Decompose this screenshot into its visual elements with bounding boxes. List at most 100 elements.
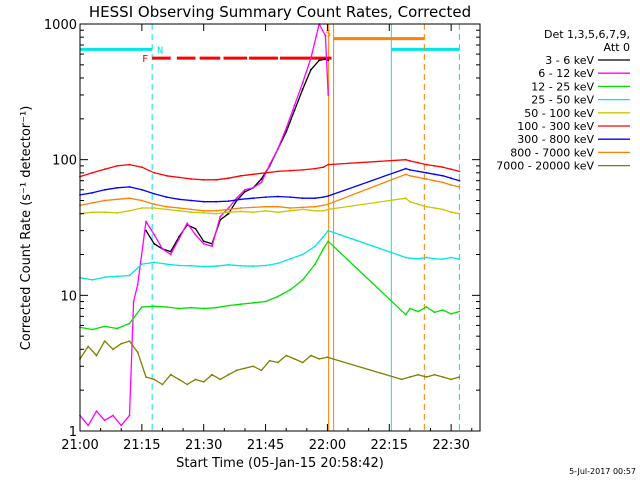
legend-label: 3 - 6 keV	[545, 54, 594, 67]
data-point	[450, 211, 452, 214]
data-point	[244, 190, 246, 193]
data-point	[285, 127, 288, 130]
data-point	[285, 354, 288, 357]
data-point	[239, 207, 242, 209]
data-point	[186, 383, 189, 386]
data-point	[202, 240, 205, 243]
data-point	[95, 354, 98, 357]
data-point	[252, 365, 255, 368]
data-point	[227, 304, 230, 307]
data-point	[239, 174, 242, 177]
data-point	[235, 197, 238, 200]
data-point	[458, 310, 461, 313]
legend-label: 7000 - 20000 keV	[496, 160, 594, 173]
data-point	[252, 197, 255, 200]
data-point	[301, 253, 304, 256]
data-point	[165, 208, 168, 211]
data-point	[227, 200, 230, 203]
data-point	[433, 179, 436, 182]
data-point	[425, 376, 428, 378]
data-point	[404, 167, 407, 170]
data-point	[190, 208, 193, 211]
data-point	[264, 300, 267, 303]
series-line-8	[79, 340, 460, 386]
data-point	[202, 209, 205, 212]
data-point	[103, 276, 106, 279]
legend-label: 6 - 12 keV	[538, 67, 594, 80]
y-axis-label: Corrected Count Rate (s⁻¹ detector⁻¹)	[19, 106, 34, 351]
data-point	[145, 220, 147, 223]
data-point	[145, 376, 147, 378]
data-point	[153, 378, 156, 381]
x-tick-label: 22:15	[371, 438, 408, 453]
chart-title: HESSI Observing Summary Count Rates, Cor…	[89, 3, 471, 21]
data-point	[409, 160, 411, 162]
data-point	[91, 279, 94, 281]
series-line-5	[79, 159, 460, 181]
data-point	[186, 222, 189, 225]
data-point	[458, 179, 461, 182]
data-point	[252, 265, 255, 268]
data-point	[141, 188, 143, 191]
data-point	[103, 325, 106, 328]
data-point	[322, 235, 325, 238]
data-point	[141, 306, 143, 308]
y-tick-label: 100	[52, 154, 77, 169]
data-point	[215, 200, 218, 203]
data-point	[215, 265, 218, 268]
data-point	[169, 373, 172, 376]
data-point	[136, 351, 139, 354]
data-point	[301, 88, 304, 91]
y-axis: 1 10 100 1000	[44, 18, 480, 440]
data-point	[202, 178, 205, 181]
series-layer	[79, 23, 461, 427]
data-point	[132, 300, 135, 303]
data-point	[165, 263, 168, 265]
data-point	[301, 169, 304, 171]
data-point	[404, 197, 407, 200]
data-point	[322, 209, 325, 212]
data-point	[116, 327, 118, 330]
data-point	[310, 354, 312, 357]
data-point	[103, 168, 106, 171]
data-point	[165, 196, 168, 199]
series-line-7	[79, 173, 460, 212]
data-point	[433, 373, 436, 376]
data-point	[327, 59, 330, 62]
data-point	[128, 340, 131, 342]
data-point	[91, 202, 94, 204]
data-point	[409, 307, 411, 310]
data-point	[310, 68, 312, 71]
data-point	[326, 356, 329, 359]
data-point	[293, 358, 296, 360]
data-point	[301, 197, 304, 200]
data-point	[425, 178, 428, 180]
plot-frame	[79, 23, 481, 432]
data-point	[252, 186, 255, 189]
data-point	[301, 279, 304, 281]
data-point	[314, 205, 316, 208]
data-point	[128, 163, 131, 166]
data-point	[202, 381, 205, 383]
data-point	[450, 313, 452, 315]
data-point	[458, 258, 461, 260]
data-point	[277, 295, 279, 298]
data-point	[268, 163, 271, 166]
data-point	[442, 258, 444, 260]
legend-label: 800 - 7000 keV	[510, 146, 594, 159]
data-point	[190, 211, 193, 214]
data-point	[417, 161, 419, 164]
x-tick-label: 22:00	[309, 438, 346, 453]
data-point	[252, 173, 255, 176]
data-point	[141, 166, 143, 169]
data-point	[327, 163, 330, 166]
data-point	[95, 410, 98, 413]
data-point	[219, 215, 222, 218]
data-point	[301, 206, 304, 209]
data-point	[103, 340, 106, 342]
data-point	[153, 192, 156, 195]
data-point	[322, 204, 325, 207]
data-point	[277, 262, 279, 265]
legend-label: 12 - 25 keV	[531, 80, 594, 93]
